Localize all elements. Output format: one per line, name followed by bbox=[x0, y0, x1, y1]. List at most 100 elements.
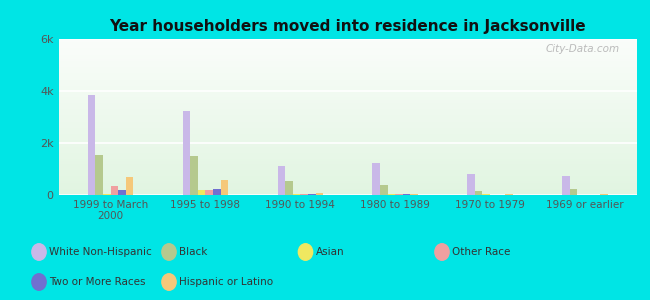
Bar bbox=[387, 194, 395, 195]
Bar bbox=[58, 154, 637, 156]
Bar bbox=[58, 172, 637, 173]
Text: Black: Black bbox=[179, 247, 208, 257]
Bar bbox=[58, 53, 637, 55]
Bar bbox=[372, 163, 380, 195]
Bar bbox=[58, 159, 637, 161]
Title: Year householders moved into residence in Jacksonville: Year householders moved into residence i… bbox=[109, 19, 586, 34]
Text: Two or More Races: Two or More Races bbox=[49, 277, 146, 287]
Bar bbox=[58, 95, 637, 97]
Bar bbox=[58, 120, 637, 122]
Bar bbox=[58, 167, 637, 169]
Bar bbox=[58, 122, 637, 123]
Bar bbox=[58, 106, 637, 108]
Bar bbox=[58, 72, 637, 73]
Bar bbox=[58, 103, 637, 104]
Bar bbox=[58, 56, 637, 58]
Bar bbox=[482, 194, 490, 195]
Bar bbox=[58, 158, 637, 159]
Bar bbox=[58, 50, 637, 52]
Bar bbox=[58, 186, 637, 187]
Bar bbox=[58, 182, 637, 184]
Bar bbox=[58, 39, 637, 40]
Bar bbox=[58, 69, 637, 70]
Bar bbox=[58, 173, 637, 175]
Bar bbox=[205, 190, 213, 195]
Text: White Non-Hispanic: White Non-Hispanic bbox=[49, 247, 152, 257]
Bar bbox=[58, 118, 637, 120]
Bar bbox=[183, 110, 190, 195]
Bar bbox=[475, 191, 482, 195]
Bar bbox=[58, 133, 637, 134]
Bar bbox=[118, 190, 126, 195]
Bar bbox=[58, 151, 637, 153]
Bar bbox=[213, 188, 220, 195]
Bar bbox=[58, 62, 637, 64]
Bar bbox=[58, 169, 637, 170]
Text: Hispanic or Latino: Hispanic or Latino bbox=[179, 277, 274, 287]
Bar bbox=[467, 174, 475, 195]
Text: Asian: Asian bbox=[316, 247, 344, 257]
Bar bbox=[58, 70, 637, 72]
Bar bbox=[315, 193, 323, 195]
Bar bbox=[58, 89, 637, 91]
Bar bbox=[58, 44, 637, 45]
Bar bbox=[58, 164, 637, 165]
Bar bbox=[58, 59, 637, 61]
Bar bbox=[58, 136, 637, 137]
Bar bbox=[58, 104, 637, 106]
Bar bbox=[220, 180, 228, 195]
Bar bbox=[58, 91, 637, 92]
Bar bbox=[58, 65, 637, 67]
Bar bbox=[58, 109, 637, 111]
Bar bbox=[58, 142, 637, 143]
Bar bbox=[58, 179, 637, 181]
Bar bbox=[58, 161, 637, 162]
Bar bbox=[562, 176, 569, 195]
Bar bbox=[58, 48, 637, 50]
Bar bbox=[58, 131, 637, 133]
Bar bbox=[111, 186, 118, 195]
Bar bbox=[58, 55, 637, 56]
Bar bbox=[58, 190, 637, 192]
Bar bbox=[58, 176, 637, 178]
Text: City-Data.com: City-Data.com bbox=[545, 44, 619, 54]
Bar bbox=[58, 156, 637, 158]
Bar bbox=[58, 117, 637, 118]
Bar bbox=[58, 175, 637, 176]
Bar bbox=[58, 170, 637, 172]
Bar bbox=[58, 145, 637, 147]
Bar bbox=[58, 47, 637, 48]
Bar bbox=[58, 100, 637, 101]
Bar bbox=[103, 194, 111, 195]
Bar bbox=[58, 147, 637, 148]
Bar bbox=[58, 61, 637, 62]
Bar bbox=[58, 87, 637, 89]
Bar bbox=[58, 67, 637, 69]
Bar bbox=[198, 190, 205, 195]
Bar bbox=[300, 194, 308, 195]
Bar bbox=[58, 112, 637, 114]
Bar bbox=[58, 75, 637, 76]
Bar bbox=[58, 130, 637, 131]
Bar bbox=[410, 194, 418, 195]
Bar bbox=[58, 80, 637, 81]
Bar bbox=[58, 178, 637, 179]
Bar bbox=[88, 95, 96, 195]
Bar bbox=[58, 101, 637, 103]
Bar bbox=[58, 64, 637, 65]
Bar bbox=[58, 125, 637, 126]
Bar bbox=[58, 40, 637, 42]
Bar bbox=[58, 184, 637, 186]
Bar bbox=[58, 42, 637, 44]
Bar bbox=[58, 143, 637, 145]
Bar bbox=[58, 84, 637, 86]
Bar bbox=[58, 114, 637, 116]
Bar bbox=[58, 108, 637, 109]
Bar bbox=[96, 155, 103, 195]
Bar bbox=[58, 140, 637, 142]
Text: Other Race: Other Race bbox=[452, 247, 511, 257]
Bar bbox=[58, 78, 637, 80]
Bar bbox=[58, 111, 637, 112]
Bar bbox=[58, 97, 637, 98]
Bar bbox=[190, 156, 198, 195]
